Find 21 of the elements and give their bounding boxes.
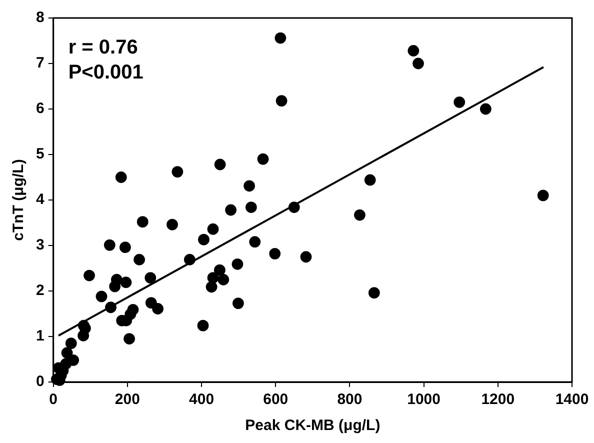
y-tick-label: 2 [36,282,44,300]
x-axis-title: Peak CK-MB (μg/L) [245,417,380,434]
y-tick-label: 1 [36,328,44,345]
y-tick-label: 8 [36,9,44,26]
annotation: P<0.001 [68,62,144,84]
y-tick-label: 5 [36,146,44,163]
y-tick-label: 6 [36,100,44,118]
y-tick-label: 3 [36,236,44,254]
y-tick-label: 7 [36,54,44,72]
y-axis-title: cTnT (μg/L) [10,159,28,241]
x-tick-label: 1000 [407,391,440,408]
x-tick-label: 600 [263,391,288,408]
x-tick-label: 1400 [555,391,589,408]
x-tick-label: 400 [189,391,214,408]
annotation: r = 0.76 [68,36,138,59]
x-tick-label: 1200 [481,391,515,408]
x-tick-label: 800 [337,391,362,408]
x-tick-label: 0 [49,391,58,408]
y-tick-label: 0 [36,373,44,390]
x-tick-label: 200 [114,391,140,408]
y-tick-label: 4 [36,191,45,208]
